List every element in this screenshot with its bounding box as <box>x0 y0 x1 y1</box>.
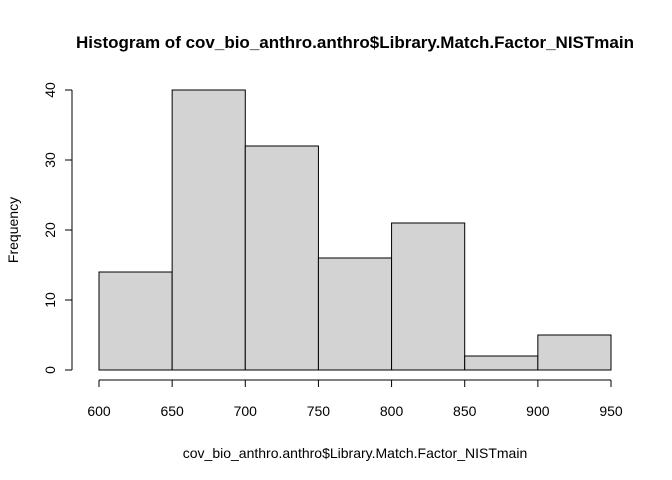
x-tick-label: 600 <box>87 403 111 419</box>
y-tick-label: 0 <box>42 366 58 374</box>
y-tick-label: 40 <box>42 82 58 98</box>
bar <box>244 145 319 371</box>
bar <box>98 271 173 371</box>
y-axis-label: Frequency <box>5 197 21 263</box>
bar <box>391 222 466 371</box>
x-axis-label: cov_bio_anthro.anthro$Library.Match.Fact… <box>183 445 527 461</box>
y-tick-label: 10 <box>42 292 58 308</box>
x-tick-label: 800 <box>380 403 404 419</box>
bar <box>171 89 246 371</box>
x-tick-label: 850 <box>453 403 477 419</box>
x-tick-label: 750 <box>307 403 331 419</box>
y-tick-label: 30 <box>42 152 58 168</box>
bar <box>317 257 393 371</box>
bar <box>464 355 539 371</box>
chart-title: Histogram of cov_bio_anthro.anthro$Libra… <box>76 33 634 52</box>
bar <box>537 334 612 371</box>
x-tick-label: 950 <box>599 403 623 419</box>
x-tick-label: 900 <box>526 403 550 419</box>
y-tick-label: 20 <box>42 222 58 238</box>
x-tick-label: 700 <box>234 403 258 419</box>
x-tick-label: 650 <box>160 403 184 419</box>
